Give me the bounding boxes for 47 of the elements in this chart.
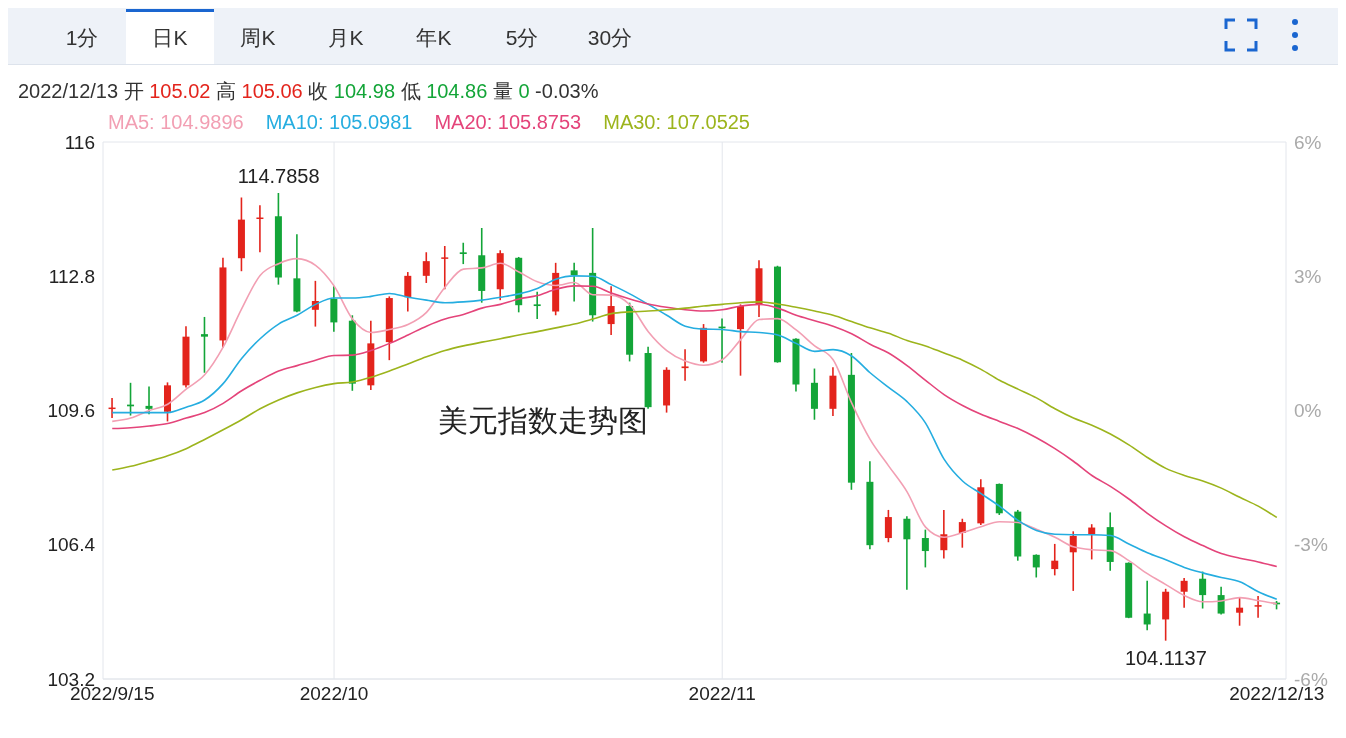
x-tick-label: 2022/10 bbox=[299, 683, 369, 705]
y-tick-label: 106.4 bbox=[47, 534, 96, 556]
candlestick bbox=[145, 385, 153, 416]
candlestick bbox=[1032, 553, 1040, 579]
text: MA10: 105.0981 bbox=[265, 111, 413, 133]
y2-tick-label: 6% bbox=[1294, 131, 1322, 153]
text: 年K bbox=[415, 25, 453, 51]
candlestick bbox=[884, 509, 892, 544]
x-tick-label: 2022/11 bbox=[688, 683, 756, 705]
candlestick bbox=[903, 515, 911, 591]
candlestick bbox=[1254, 595, 1262, 619]
candlestick bbox=[681, 348, 689, 382]
text: 周K bbox=[239, 25, 277, 51]
text: MA30: 107.0525 bbox=[603, 111, 750, 133]
candlestick bbox=[200, 316, 208, 374]
candlestick bbox=[459, 241, 467, 265]
candlestick bbox=[533, 290, 541, 320]
candlestick bbox=[1180, 577, 1188, 609]
candlestick bbox=[570, 262, 578, 303]
y2-tick-label: -3% bbox=[1294, 534, 1328, 556]
text: 5分 bbox=[504, 25, 540, 51]
candlestick bbox=[1051, 543, 1059, 577]
y-tick-label: 109.6 bbox=[47, 400, 95, 422]
candlestick bbox=[404, 271, 412, 313]
y-tick-label: 116 bbox=[64, 131, 95, 153]
candlestick bbox=[737, 303, 745, 377]
line-series bbox=[111, 301, 1278, 519]
text: MA5: 104.9896 bbox=[108, 111, 244, 133]
candlestick bbox=[330, 285, 338, 333]
candlestick bbox=[441, 245, 449, 291]
candlestick bbox=[1143, 580, 1151, 632]
candlestick bbox=[921, 528, 929, 569]
y2-tick-label: 0% bbox=[1294, 400, 1322, 422]
text: 月K bbox=[327, 25, 365, 51]
candlestick bbox=[422, 251, 430, 284]
y2-tick-label: 3% bbox=[1294, 265, 1322, 287]
text: MA20: 105.8753 bbox=[434, 111, 582, 133]
text: 30分 bbox=[586, 25, 634, 51]
y-tick-label: 112.8 bbox=[48, 265, 95, 287]
text: 美元指数走势图 bbox=[438, 403, 648, 439]
annotation: 114.7858 bbox=[237, 164, 320, 187]
text: 日K bbox=[126, 9, 214, 64]
annotation: 104.1137 bbox=[1124, 646, 1207, 669]
text: 1分 bbox=[64, 25, 100, 51]
candlestick bbox=[1236, 597, 1244, 627]
text: 2022/12/13 开 105.02 高 105.06 收 104.98 低 104.86 量 0 -0.03% bbox=[18, 80, 599, 102]
candlestick bbox=[607, 285, 615, 336]
